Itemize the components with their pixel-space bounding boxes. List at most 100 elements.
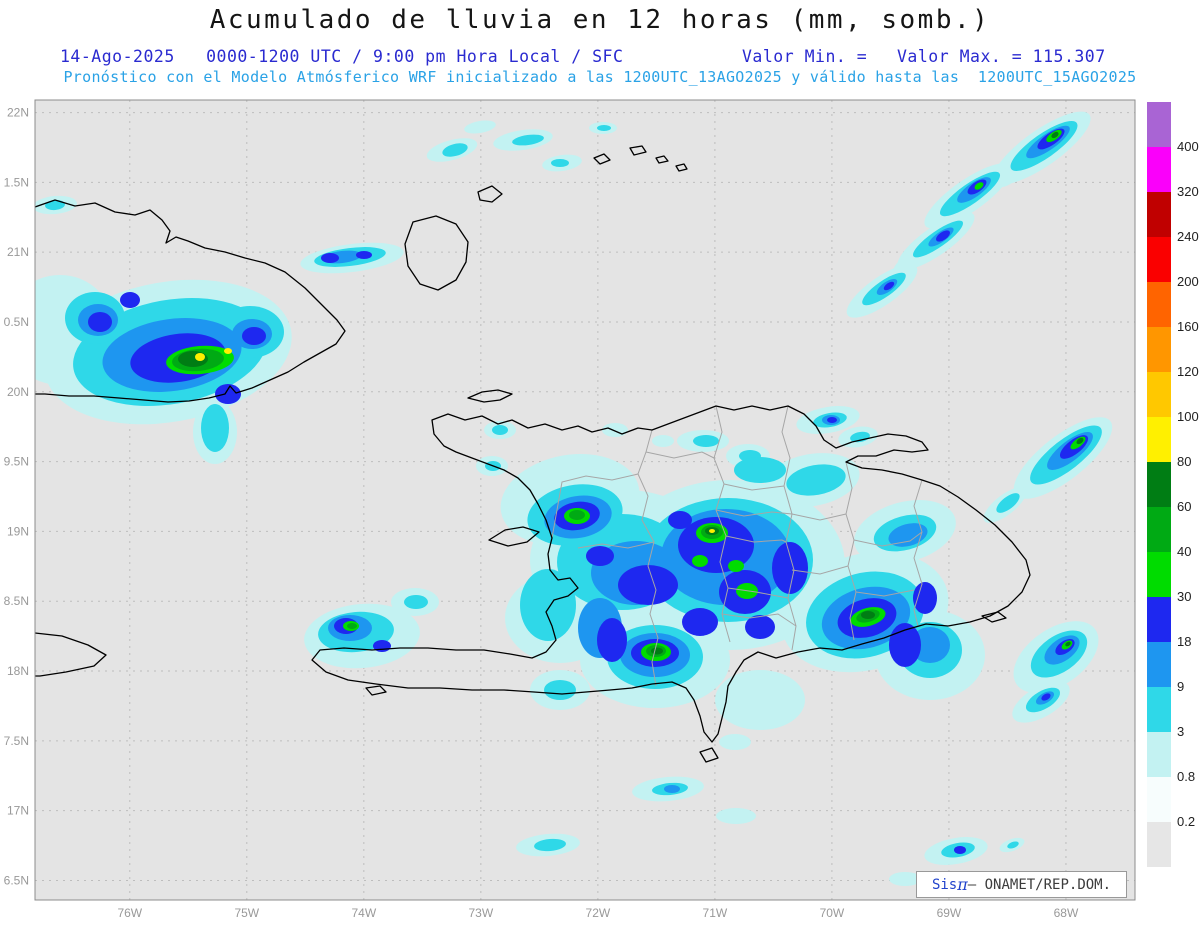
precip-blob-p18 [618,565,678,605]
chart-title: Acumulado de lluvia en 12 horas (mm, som… [209,5,991,35]
valid-datetime-text: 14-Ago-2025 0000-1200 UTC / 9:00 pm Hora… [60,47,624,66]
colorbar-tick-label: 30 [1177,589,1192,604]
lon-tick-label: 68W [1054,906,1079,920]
precip-blob-p60 [861,611,875,619]
precip-blob-p3 [492,425,508,435]
lat-tick-label: 19N [7,524,29,538]
precip-blob-p3 [693,435,719,447]
lon-tick-label: 72W [586,906,611,920]
precip-blob-p18 [321,253,339,263]
colorbar-tick-label: 9 [1177,679,1185,694]
precip-blob-p80 [709,529,715,533]
colorbar-cell [1147,597,1171,642]
precip-blob-p9 [910,627,950,663]
valor-min-label: Valor Min. = [742,47,868,66]
model-info-text: Pronóstico con el Modelo Atmósferico WRF… [63,68,1137,86]
colorbar-cell [1147,372,1171,417]
precip-blob-p08 [719,734,751,750]
lon-tick-label: 73W [469,906,494,920]
precip-blob-p9 [664,785,680,793]
lat-tick-label: 8.5N [4,594,29,608]
precip-blob-p30 [692,555,708,567]
precip-blob-p3 [201,404,229,452]
precip-blob-p18 [954,846,966,854]
precip-blob-p3 [786,464,846,496]
precip-blob-p08 [893,255,917,273]
lon-tick-label: 75W [234,906,259,920]
precip-blob-p18 [120,292,140,308]
lat-tick-label: 20N [7,385,29,399]
lat-tick-label: 6.5N [4,873,29,887]
precip-blob-p40 [347,623,357,629]
colorbar-tick-label: 60 [1177,499,1192,514]
precip-blob-p18 [356,251,372,259]
colorbar: 400 320 240 200 160 120 100 80 60 40 30 18 9 3 0.8 0.2 [1147,102,1199,867]
precip-blob-p3 [1007,841,1019,849]
precip-blob-p3 [734,457,786,483]
lon-tick-label: 76W [117,906,142,920]
colorbar-tick-label: 18 [1177,634,1192,649]
lat-tick-label: 7.5N [4,734,29,748]
colorbar-cell [1147,282,1171,327]
lon-tick-label: 69W [937,906,962,920]
colorbar-cell [1147,192,1171,237]
colorbar-cell [1147,687,1171,732]
precip-blob-p3 [597,125,611,131]
precip-blob-p3 [996,493,1020,513]
precip-blob-p80 [195,353,205,361]
colorbar-cell [1147,237,1171,282]
precip-blob-p60 [1076,437,1084,445]
precip-blob-p18 [668,511,692,529]
precip-blob-p08 [716,808,756,824]
lat-tick-label: 0.5N [4,315,29,329]
precip-blob-p30 [974,182,984,190]
lon-tick-label: 74W [351,906,376,920]
precip-blob-p18 [597,618,627,662]
precip-blob-p18 [682,608,718,636]
lon-axis-labels: 76W 75W 74W 73W 72W 71W 70W 69W 68W [117,906,1079,920]
lat-tick-label: 17N [7,804,29,818]
colorbar-cell [1147,327,1171,372]
precip-blob-p18 [215,384,241,404]
precip-field [35,111,1113,886]
lat-tick-label: 9.5N [4,455,29,469]
lat-tick-label: 18N [7,664,29,678]
precip-blob-p3 [520,569,576,641]
colorbar-tick-label: 40 [1177,544,1192,559]
precip-blob-p08 [715,670,805,730]
precip-blob-p18 [889,623,921,667]
lat-axis-labels: 22N 1.5N 21N 0.5N 20N 9.5N 19N 8.5N 18N 7.5N 17N 6.… [4,106,29,888]
colorbar-tick-label: 80 [1177,454,1192,469]
precip-blob-p18 [242,327,266,345]
precip-blob-p08 [464,120,496,134]
colorbar-cell [1147,642,1171,687]
precip-blob-p40 [569,510,585,520]
precip-blob-p18 [745,615,775,639]
lon-tick-label: 71W [703,906,728,920]
chart-subtitle-line: 14-Ago-2025 0000-1200 UTC / 9:00 pm Hora… [0,47,1200,67]
precip-blob-p3 [534,838,566,852]
colorbar-cell [1147,102,1171,147]
precip-blob-p18 [936,230,950,242]
colorbar-tick-label: 160 [1177,319,1199,334]
brand-org-text: – ONAMET/REP.DOM. [967,876,1112,893]
precip-blob-p18 [88,312,112,332]
brand-pi-symbol: π [957,875,968,894]
precip-blob-p60 [1051,131,1059,139]
precip-blob-p18 [827,417,837,423]
precip-blob-p3 [404,595,428,609]
precip-blob-p60 [651,647,663,655]
colorbar-cell [1147,552,1171,597]
precip-blob-p3 [512,134,544,146]
branding-box: Sis π – ONAMET/REP.DOM. [916,871,1127,898]
precip-blob-p18 [586,546,614,566]
colorbar-cell [1147,147,1171,192]
lat-tick-label: 21N [7,245,29,259]
precip-blob-p18 [883,281,895,291]
precip-blob-p08 [889,872,921,886]
lat-tick-label: 22N [7,106,29,120]
precip-blob-p3 [442,143,468,157]
colorbar-tick-label: 200 [1177,274,1199,289]
